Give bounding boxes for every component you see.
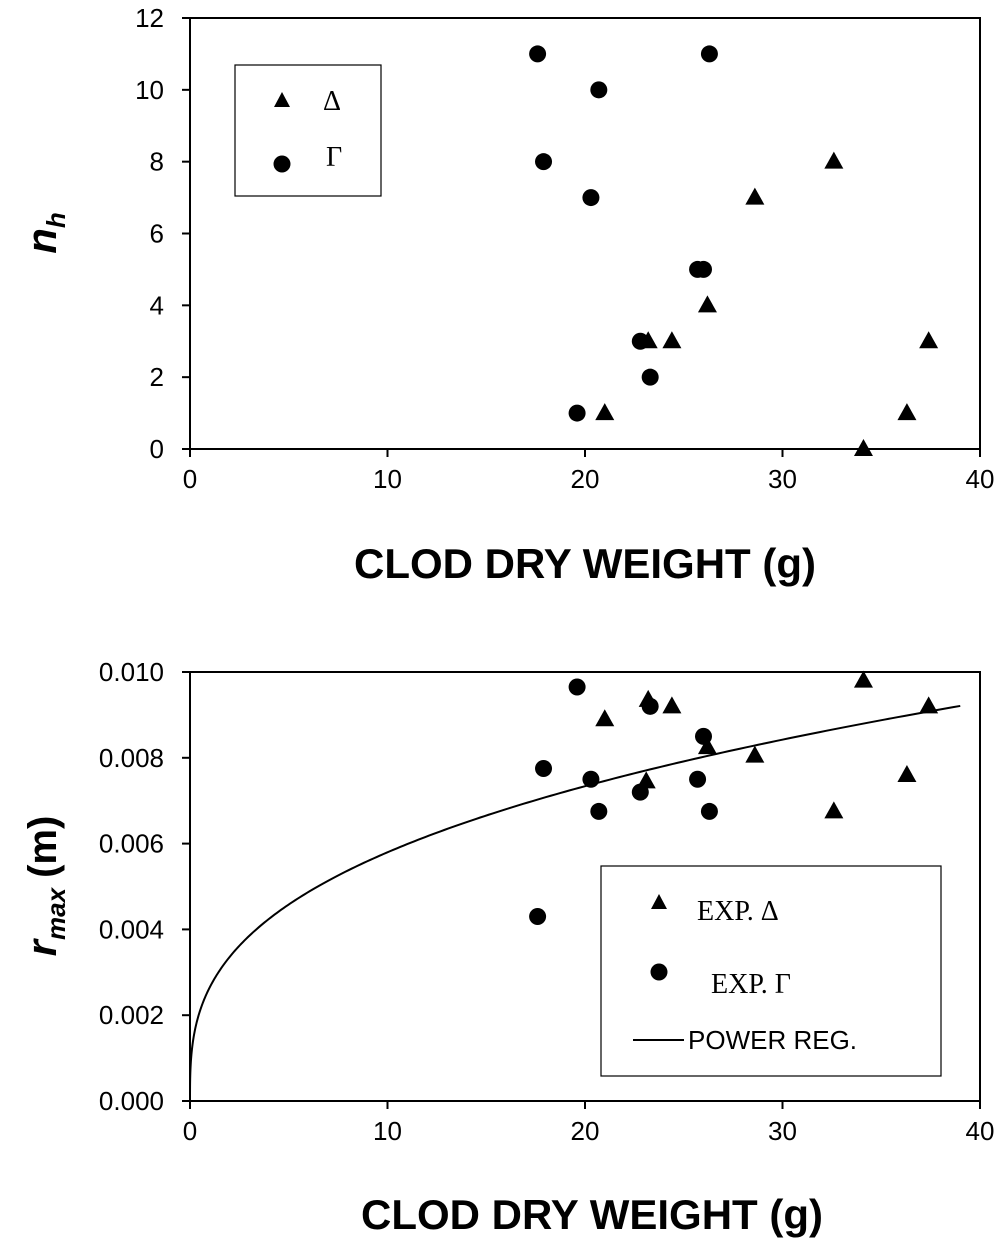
circle-point <box>529 45 547 63</box>
y-axis-ticks: 0 2 4 6 8 10 12 <box>135 3 190 464</box>
triangle-point <box>697 737 717 755</box>
legend-marker-triangle <box>651 894 667 909</box>
triangle-point <box>853 439 873 456</box>
legend-marker-circle <box>650 963 668 981</box>
y-axis-label-main: r <box>18 937 65 956</box>
legend-label-gamma: Γ <box>326 142 342 173</box>
y-tick-label: 0.004 <box>99 914 164 944</box>
triangle-point <box>662 696 682 714</box>
x-tick-label: 10 <box>373 464 402 494</box>
legend-marker-triangle <box>274 92 290 107</box>
x-tick-label: 20 <box>571 1116 600 1146</box>
y-axis-label-sub: max <box>41 886 71 940</box>
y-tick-label: 0 <box>150 434 164 464</box>
y-tick-label: 10 <box>135 75 164 105</box>
x-axis-ticks: 0 10 20 30 40 <box>183 449 995 494</box>
triangle-point <box>919 331 939 349</box>
circle-point <box>641 697 659 715</box>
x-tick-label: 30 <box>768 1116 797 1146</box>
power-regression-curve <box>189 704 961 1101</box>
y-tick-label: 0.000 <box>99 1086 164 1116</box>
y-tick-label: 12 <box>135 3 164 33</box>
data-points <box>529 670 939 926</box>
circle-point <box>689 770 707 788</box>
circle-point <box>590 81 608 99</box>
y-axis-label: rmax (m) <box>18 816 71 957</box>
legend: EXP. Δ EXP. Γ POWER REG. <box>600 865 942 1077</box>
circle-point <box>568 404 586 422</box>
y-tick-label: 4 <box>150 290 164 320</box>
triangle-point <box>919 696 939 714</box>
triangle-point <box>745 745 765 763</box>
x-tick-label: 40 <box>966 1116 995 1146</box>
legend: Δ Γ <box>234 64 382 197</box>
data-points <box>529 45 939 456</box>
triangle-point <box>697 295 717 313</box>
legend-label-power-reg: POWER REG. <box>688 1025 857 1055</box>
triangle-point <box>824 151 844 169</box>
y-tick-label: 6 <box>150 219 164 249</box>
triangle-point <box>595 709 615 727</box>
x-tick-label: 30 <box>768 464 797 494</box>
x-tick-label: 20 <box>571 464 600 494</box>
circle-point <box>695 727 712 745</box>
y-axis-label-unit: (m) <box>21 816 65 878</box>
circle-point <box>695 260 712 278</box>
x-tick-label: 40 <box>966 464 995 494</box>
y-tick-label: 2 <box>150 362 164 392</box>
legend-label-exp-gamma: EXP. Γ <box>711 969 791 1000</box>
y-tick-label: 0.008 <box>99 743 164 773</box>
triangle-point <box>824 801 844 819</box>
y-axis-label: nh <box>18 212 71 254</box>
legend-box <box>234 64 382 197</box>
triangle-point <box>662 331 682 349</box>
circle-point <box>582 189 600 207</box>
triangle-point <box>595 403 615 421</box>
legend-label-delta: Δ <box>323 86 341 117</box>
chart-rmax-vs-weight: 0.000 0.002 0.004 0.006 0.008 0.010 0 10 20 30 40… <box>18 657 994 1238</box>
y-tick-label: 0.010 <box>99 657 164 687</box>
circle-point <box>631 332 649 350</box>
x-tick-label: 0 <box>183 464 197 494</box>
x-axis-label: CLOD DRY WEIGHT (g) <box>361 1191 823 1238</box>
y-tick-label: 8 <box>150 147 164 177</box>
circle-point <box>700 802 718 820</box>
circle-point <box>529 908 547 926</box>
triangle-point <box>745 187 765 205</box>
legend-marker-circle <box>273 155 291 173</box>
circle-point <box>582 770 600 788</box>
circle-point <box>700 45 718 63</box>
triangle-point <box>897 403 917 421</box>
triangle-point <box>853 670 873 688</box>
circle-point <box>568 678 586 696</box>
x-axis-ticks: 0 10 20 30 40 <box>183 1101 995 1146</box>
y-tick-label: 0.002 <box>99 1000 164 1030</box>
circle-point <box>590 802 608 820</box>
circle-point <box>641 368 659 386</box>
triangle-point <box>897 764 917 782</box>
circle-point <box>535 760 553 778</box>
y-tick-label: 0.006 <box>99 829 164 859</box>
circle-point <box>631 783 649 801</box>
x-tick-label: 10 <box>373 1116 402 1146</box>
chart-nh-vs-weight: 0 2 4 6 8 10 12 0 10 20 30 40 Δ Γ CLOD DRY WEIGHT … <box>18 3 994 587</box>
y-axis-ticks: 0.000 0.002 0.004 0.006 0.008 0.010 <box>99 657 190 1116</box>
y-axis-label-main: n <box>18 228 65 254</box>
y-axis-label-sub: h <box>41 212 71 228</box>
circle-point <box>535 153 553 171</box>
x-tick-label: 0 <box>183 1116 197 1146</box>
x-axis-label: CLOD DRY WEIGHT (g) <box>354 540 816 587</box>
legend-label-exp-delta: EXP. Δ <box>697 896 779 927</box>
